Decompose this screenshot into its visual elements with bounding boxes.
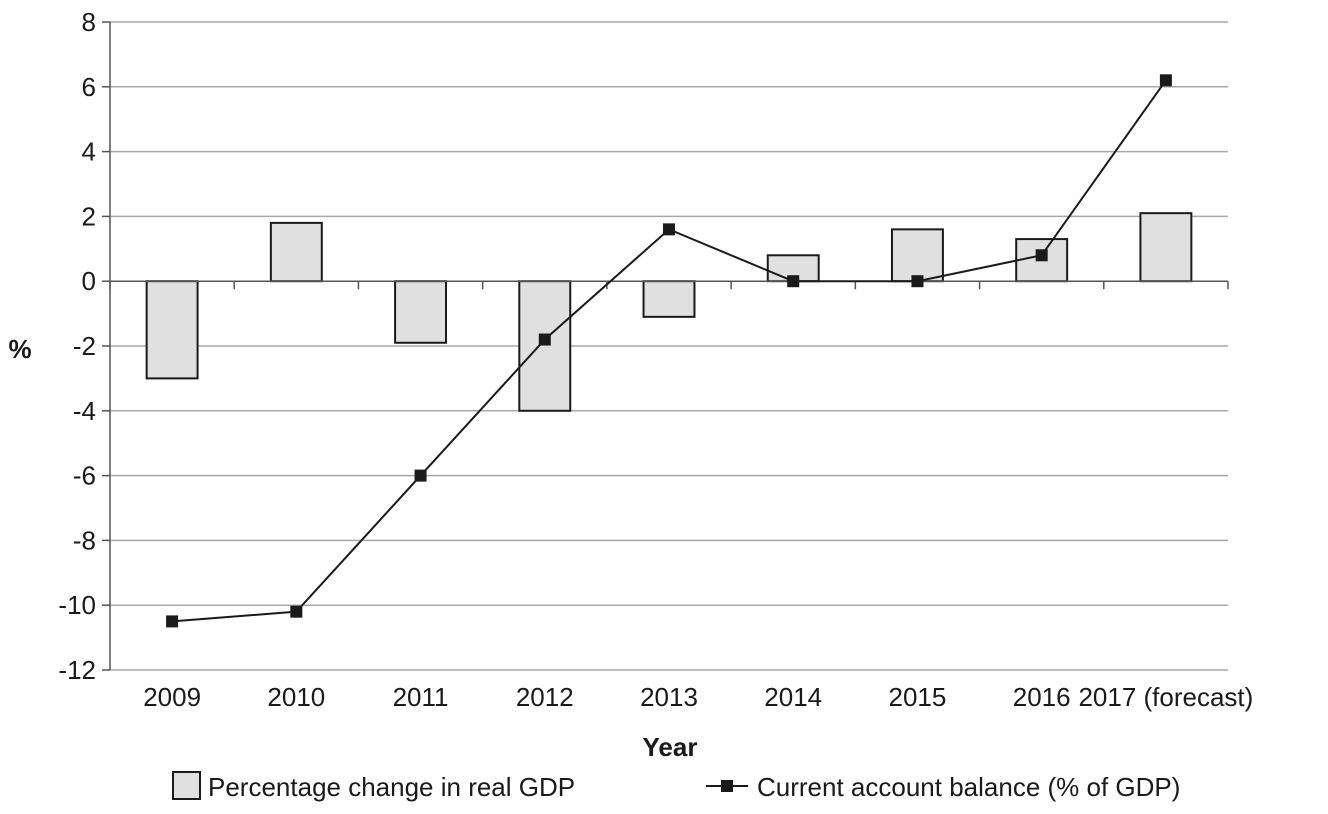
y-tick-label: -2 (73, 331, 96, 361)
legend-bar-swatch (172, 771, 201, 800)
y-tick-label: 2 (82, 201, 96, 231)
x-tick-label: 2012 (516, 682, 574, 712)
x-tick-labels: 2009 2010 2011 2012 2013 2014 2015 2016 2017 (fo… (143, 682, 1253, 712)
x-tick-label: 2016 (1013, 682, 1071, 712)
line-point-2011 (414, 469, 427, 482)
y-tick-label: -10 (58, 590, 96, 620)
line-point-2009 (166, 615, 179, 628)
y-tick-label: -8 (73, 525, 96, 555)
y-tick-label: 0 (82, 266, 96, 296)
y-tick-label: -4 (73, 396, 96, 426)
x-tick-label: 2010 (267, 682, 325, 712)
x-tick-label: 2017 (forecast) (1078, 682, 1253, 712)
bar-2017 (1139, 212, 1193, 283)
x-tick-label: 2009 (143, 682, 201, 712)
line-point-2014 (787, 275, 800, 288)
bar-2012 (518, 280, 572, 412)
line-point-2016 (1035, 249, 1048, 262)
y-tick-label: 8 (82, 7, 96, 37)
bars (145, 212, 1193, 412)
y-axis-title: % (8, 334, 31, 364)
legend-line-label: Current account balance (% of GDP) (757, 772, 1180, 802)
line-point-2013 (663, 223, 675, 236)
bar-2013 (642, 280, 696, 318)
y-tick-label: -12 (58, 655, 96, 685)
gridlines (102, 21, 1228, 671)
line-series (166, 74, 1172, 628)
y-tick-label: -6 (73, 461, 96, 491)
legend-bar-label: Percentage change in real GDP (208, 772, 575, 802)
y-tick-label: 4 (82, 137, 96, 167)
line-point-2015 (911, 275, 924, 288)
x-tick-label: 2011 (393, 682, 449, 712)
axes (109, 22, 1229, 670)
line-point-2010 (290, 605, 303, 618)
line-point-2017 (1159, 74, 1172, 87)
legend-line-marker (721, 780, 733, 792)
bar-2015 (890, 228, 944, 283)
bar-2011 (394, 280, 448, 344)
bar-2009 (145, 280, 199, 380)
x-axis-title: Year (643, 732, 698, 762)
y-tick-labels: 8 6 4 2 0 -2 -4 -6 -8 -10 -12 (58, 7, 96, 685)
line-point-2012 (538, 333, 551, 346)
bar-2010 (269, 221, 323, 283)
x-tick-label: 2015 (889, 682, 947, 712)
x-tick-label: 2014 (764, 682, 822, 712)
y-tick-label: 6 (82, 72, 96, 102)
legend: Percentage change in real GDP Current ac… (172, 771, 1180, 802)
x-tick-label: 2013 (640, 682, 698, 712)
